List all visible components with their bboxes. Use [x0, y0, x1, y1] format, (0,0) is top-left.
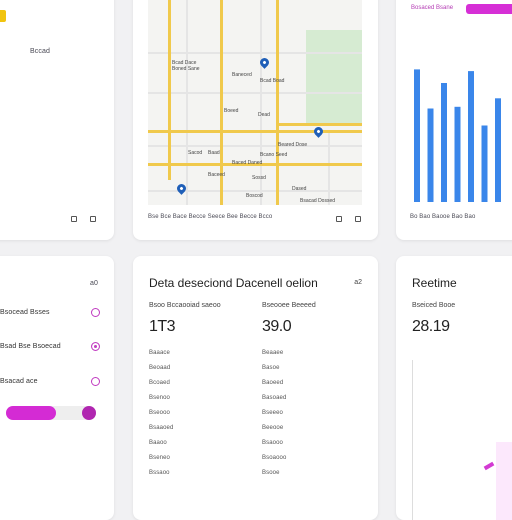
table-title: Deta deseciond Dacenell oelion: [149, 276, 318, 290]
table-row: Bsoaooo: [262, 455, 287, 461]
realtime-chart-area: [412, 360, 512, 520]
table-row: Baaace: [149, 350, 170, 356]
map-label: Baced Daned: [232, 160, 263, 166]
realtime-highlight: [496, 442, 512, 520]
realtime-card: Reetime Bseiced Booe 28.19: [396, 256, 512, 520]
copy-icon[interactable]: [71, 216, 77, 222]
map-label: Bcad Dace: [172, 60, 197, 66]
table-column: Bseooee Beeeed 39.0 Beaaee Basoe Baoeed …: [262, 302, 362, 481]
table-row: Beeooe: [262, 425, 284, 431]
expand-icon[interactable]: [90, 216, 96, 222]
park-area: [306, 30, 362, 126]
map-label: Boscod: [246, 193, 263, 199]
map-label: Bcad Boad: [260, 78, 285, 84]
copy-icon[interactable]: [336, 216, 342, 222]
realtime-subtitle: Bseiced Booe: [412, 302, 456, 309]
map-label: Sacod: [188, 150, 203, 156]
bar[interactable]: [414, 69, 420, 202]
options-corner: a0: [90, 280, 98, 287]
chart-footer: Bo Bao Baooe Bao Bao: [410, 214, 476, 220]
column-value: 1T3: [149, 318, 176, 335]
table-corner: a2: [354, 279, 362, 286]
chart-badge[interactable]: [466, 4, 512, 14]
table-row: Bsooe: [262, 470, 280, 476]
map-label: Sossd: [252, 175, 266, 181]
left-top-label: Bccad: [30, 48, 50, 55]
bar[interactable]: [495, 98, 501, 202]
column-header: Bseooee Beeeed: [262, 302, 316, 309]
map-label: Baad: [208, 150, 220, 156]
table-row: Bsaaoed: [149, 425, 174, 431]
table-row: Bseeeo: [262, 410, 283, 416]
map-label: Boeed: [224, 108, 239, 114]
table-row: Bcoaed: [149, 380, 170, 386]
radio-button[interactable]: [91, 376, 100, 386]
map-label: Baceed: [208, 172, 225, 178]
data-table-card: Deta deseciond Dacenell oelion a2 Bsoo B…: [133, 256, 378, 520]
table-row: Bsaooo: [262, 440, 283, 446]
slider-fill: [6, 406, 56, 420]
bar[interactable]: [481, 125, 488, 203]
chart-header: Bosaced Bsane: [411, 5, 454, 11]
table-row: Basoe: [262, 365, 280, 371]
map-label: Bcano Seed: [260, 152, 288, 158]
radio-button-selected[interactable]: [91, 341, 100, 351]
map-pin-icon[interactable]: [312, 125, 325, 138]
table-row: Bseneo: [149, 455, 170, 461]
table-row: Basoaed: [262, 395, 287, 401]
map-label: Dead: [258, 112, 270, 118]
option-label: Bsad Bse Bsoecad: [0, 342, 61, 350]
option-label: Bsocead Bsses: [0, 308, 50, 316]
table-row: Beoaad: [149, 365, 171, 371]
bar-chart-card: Bosaced Bsane Bo Bao Baooe Bao Bao: [396, 0, 512, 240]
map-label: Bsacad Dossed: [300, 198, 336, 204]
map-view[interactable]: Bcad Dace Boned Sane Baneced Bcad Boad B…: [148, 0, 362, 205]
table-row: Beaaee: [262, 350, 284, 356]
column-value: 39.0: [262, 318, 292, 335]
column-header: Bsoo Bccaooiad saeoo: [149, 302, 221, 309]
bar[interactable]: [468, 71, 474, 202]
options-card: a0 Bsocead Bsses Bsad Bse Bsoecad Bsacad…: [0, 256, 114, 520]
option-item[interactable]: Bsad Bse Bsoecad: [0, 336, 100, 356]
option-item[interactable]: Bsocead Bsses: [0, 302, 100, 322]
bar[interactable]: [441, 83, 447, 202]
map-footer: Bse Bce Bace Becce Seece Bee Becce Bcco: [148, 214, 273, 220]
map-label: Dased: [292, 186, 307, 192]
slider-handle[interactable]: [82, 406, 96, 420]
map-label: Baneced: [232, 72, 252, 78]
table-row: Baoeed: [262, 380, 284, 386]
accent-marker: [0, 10, 6, 22]
realtime-title: Reetime: [412, 276, 457, 290]
slider-track[interactable]: [6, 406, 96, 420]
bar[interactable]: [454, 106, 461, 202]
table-row: Bsenoo: [149, 395, 170, 401]
realtime-value: 28.19: [412, 318, 450, 335]
left-top-card: Bccad: [0, 0, 114, 240]
radio-button[interactable]: [91, 307, 100, 317]
table-row: Baaoo: [149, 440, 167, 446]
expand-icon[interactable]: [355, 216, 361, 222]
table-column: Bsoo Bccaooiad saeoo 1T3 Baaace Beoaad B…: [149, 302, 249, 481]
map-card: Bcad Dace Boned Sane Baneced Bcad Boad B…: [133, 0, 378, 240]
map-label: Boned Sane: [172, 66, 200, 72]
map-label: Beared Dose: [278, 142, 308, 148]
option-item[interactable]: Bsacad ace: [0, 371, 100, 391]
bar-chart: [414, 69, 501, 203]
bar[interactable]: [427, 108, 434, 203]
table-row: Bseooo: [149, 410, 170, 416]
table-row: Bssaoo: [149, 470, 170, 476]
option-label: Bsacad ace: [0, 377, 38, 385]
